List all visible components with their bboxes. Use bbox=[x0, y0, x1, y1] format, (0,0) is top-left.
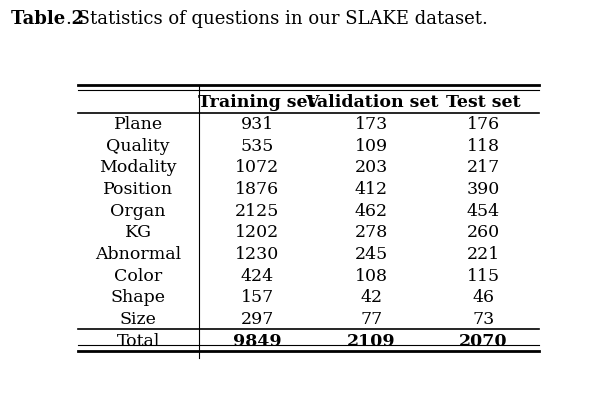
Text: 77: 77 bbox=[361, 310, 383, 327]
Text: 115: 115 bbox=[467, 267, 500, 284]
Text: 173: 173 bbox=[355, 116, 388, 133]
Text: Total: Total bbox=[117, 332, 160, 349]
Text: Position: Position bbox=[103, 180, 173, 198]
Text: 260: 260 bbox=[467, 224, 500, 241]
Text: 412: 412 bbox=[355, 180, 388, 198]
Text: Table 2: Table 2 bbox=[11, 10, 84, 28]
Text: 1230: 1230 bbox=[235, 245, 279, 262]
Text: 176: 176 bbox=[467, 116, 500, 133]
Text: 1202: 1202 bbox=[235, 224, 279, 241]
Text: Modality: Modality bbox=[99, 159, 177, 176]
Text: Validation set: Validation set bbox=[305, 94, 438, 111]
Text: 221: 221 bbox=[467, 245, 500, 262]
Text: 217: 217 bbox=[467, 159, 500, 176]
Text: 108: 108 bbox=[355, 267, 388, 284]
Text: 1072: 1072 bbox=[235, 159, 279, 176]
Text: 297: 297 bbox=[241, 310, 274, 327]
Text: Plane: Plane bbox=[114, 116, 163, 133]
Text: 424: 424 bbox=[241, 267, 274, 284]
Text: 109: 109 bbox=[355, 137, 388, 154]
Text: 390: 390 bbox=[467, 180, 500, 198]
Text: 245: 245 bbox=[355, 245, 388, 262]
Text: 203: 203 bbox=[355, 159, 388, 176]
Text: 2125: 2125 bbox=[235, 202, 279, 219]
Text: 535: 535 bbox=[241, 137, 274, 154]
Text: Test set: Test set bbox=[446, 94, 521, 111]
Text: . Statistics of questions in our SLAKE dataset.: . Statistics of questions in our SLAKE d… bbox=[66, 10, 488, 28]
Text: 42: 42 bbox=[361, 289, 383, 306]
Text: KG: KG bbox=[125, 224, 152, 241]
Text: Color: Color bbox=[114, 267, 163, 284]
Text: 454: 454 bbox=[467, 202, 500, 219]
Text: 118: 118 bbox=[467, 137, 500, 154]
Text: 1876: 1876 bbox=[235, 180, 279, 198]
Text: Shape: Shape bbox=[111, 289, 166, 306]
Text: Training set: Training set bbox=[199, 94, 316, 111]
Text: Size: Size bbox=[120, 310, 157, 327]
Text: 9849: 9849 bbox=[233, 332, 282, 349]
Text: 2070: 2070 bbox=[459, 332, 508, 349]
Text: 462: 462 bbox=[355, 202, 388, 219]
Text: 278: 278 bbox=[355, 224, 388, 241]
Text: 2109: 2109 bbox=[347, 332, 396, 349]
Text: 931: 931 bbox=[241, 116, 274, 133]
Text: 73: 73 bbox=[473, 310, 495, 327]
Text: 46: 46 bbox=[473, 289, 494, 306]
Text: Abnormal: Abnormal bbox=[95, 245, 181, 262]
Text: Organ: Organ bbox=[111, 202, 166, 219]
Text: Quality: Quality bbox=[107, 137, 170, 154]
Text: 157: 157 bbox=[241, 289, 274, 306]
